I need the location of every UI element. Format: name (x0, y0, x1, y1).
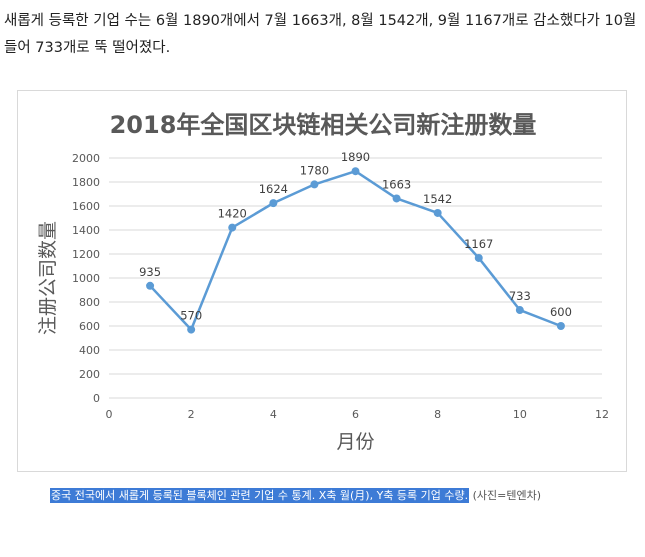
y-axis-label: 注册公司数量 (37, 221, 59, 335)
x-tick-label: 6 (352, 408, 359, 421)
data-point (310, 180, 319, 189)
data-point (269, 199, 278, 208)
data-label: 1624 (259, 182, 288, 196)
chart-title: 2018年全国区块链相关公司新注册数量 (110, 111, 537, 139)
data-point (187, 325, 196, 334)
data-label: 1420 (218, 207, 247, 221)
image-caption: 중국 전국에서 새롭게 등록된 블록체인 관련 기업 수 통계. X축 월(月)… (50, 487, 541, 505)
data-point (146, 281, 155, 290)
data-label: 1890 (341, 150, 370, 164)
x-tick-label: 2 (188, 408, 195, 421)
data-point (474, 253, 483, 262)
data-label: 1780 (300, 163, 329, 177)
y-tick-labels: 0 200 400 600 800 1000 1200 1400 1600 1800 2000 (72, 152, 100, 405)
x-tick-label: 8 (434, 408, 441, 421)
x-tick-label: 0 (106, 408, 113, 421)
y-tick-label: 600 (79, 320, 100, 333)
y-tick-label: 200 (79, 368, 100, 381)
x-tick-label: 4 (270, 408, 277, 421)
y-tick-label: 800 (79, 296, 100, 309)
data-point (556, 322, 565, 330)
x-tick-labels: 0 2 4 6 8 10 12 (106, 408, 610, 421)
x-tick-label: 12 (595, 408, 609, 421)
data-label: 1542 (423, 192, 452, 206)
data-point (351, 167, 360, 176)
y-tick-label: 400 (79, 344, 100, 357)
data-label: 570 (180, 309, 202, 323)
data-point (228, 223, 237, 232)
y-tick-label: 1200 (72, 248, 100, 261)
x-axis-label: 月份 (336, 431, 374, 453)
grid-lines (109, 157, 602, 399)
data-label: 1663 (382, 177, 411, 191)
x-tick-label: 10 (513, 408, 527, 421)
caption-highlight: 중국 전국에서 새롭게 등록된 블록체인 관련 기업 수 통계. X축 월(月)… (50, 488, 470, 503)
data-point (433, 208, 442, 217)
data-label: 1167 (464, 237, 493, 251)
y-tick-label: 1600 (72, 200, 100, 213)
data-label: 935 (139, 265, 161, 279)
data-point (392, 194, 401, 203)
data-point (515, 306, 524, 315)
y-tick-label: 1400 (72, 224, 100, 237)
y-tick-label: 2000 (72, 152, 100, 165)
data-label: 733 (509, 289, 531, 303)
y-tick-label: 1000 (72, 272, 100, 285)
series-line (149, 169, 562, 331)
data-labels: 935 570 1420 1624 1780 1890 1663 1542 1167 733 600 (139, 150, 572, 322)
data-label: 600 (550, 305, 572, 319)
line-chart: 2018年全国区块链相关公司新注册数量 02004006008001000120… (37, 111, 610, 453)
chart-container: 2018年全国区块链相关公司新注册数量 0 200 400 600 800 1000 120… (17, 90, 627, 472)
article-paragraph: 새롭게 등록한 기업 수는 6월 1890개에서 7월 1663개, 8월 15… (4, 13, 637, 56)
y-tick-label: 1800 (72, 176, 100, 189)
series (146, 167, 565, 334)
caption-credit: (사진=텐엔차) (472, 489, 542, 502)
y-tick-label: 0 (93, 392, 100, 405)
